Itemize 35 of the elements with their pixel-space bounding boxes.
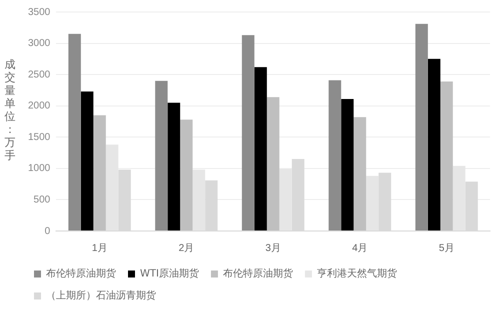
y-tick-label: 1500: [28, 132, 51, 143]
legend-label: 亨利港天然气期货: [316, 268, 397, 280]
x-tick-label: 2月: [178, 242, 194, 254]
bar: [354, 117, 366, 230]
y-tick-label: 2000: [28, 100, 51, 112]
bar: [180, 120, 193, 230]
bar: [254, 67, 267, 230]
bar: [266, 97, 280, 230]
bar: [428, 58, 440, 230]
y-tick-label: 2500: [28, 69, 51, 80]
y-tick-label: 3500: [28, 6, 51, 18]
bar: [168, 102, 180, 230]
legend-label: 布伦特原油期货: [222, 268, 293, 280]
bar: [68, 34, 81, 230]
bar: [415, 24, 428, 230]
y-tick-label: 1000: [28, 163, 51, 174]
x-tick-label: 4月: [352, 242, 368, 254]
bar: [93, 115, 106, 230]
x-tick-label: 3月: [265, 242, 281, 254]
x-tick-label: 5月: [438, 242, 454, 254]
bar: [341, 98, 354, 230]
y-axis-title: 成交量单位：万手: [4, 58, 16, 162]
legend-label: 布伦特原油期货: [46, 268, 116, 280]
bar: [328, 80, 342, 230]
bar: [366, 176, 379, 230]
x-tick-label: 1月: [92, 242, 108, 254]
bar: [80, 91, 94, 230]
bar: [155, 80, 168, 230]
y-tick-label: 500: [34, 194, 51, 206]
bar: [440, 81, 453, 230]
y-tick-label: 0: [44, 226, 51, 237]
bar: [242, 35, 254, 230]
y-tick-label: 3000: [28, 38, 51, 50]
legend-label: （上期所）石油沥青期货: [46, 290, 156, 302]
legend-label: WTI原油期货: [140, 268, 199, 280]
